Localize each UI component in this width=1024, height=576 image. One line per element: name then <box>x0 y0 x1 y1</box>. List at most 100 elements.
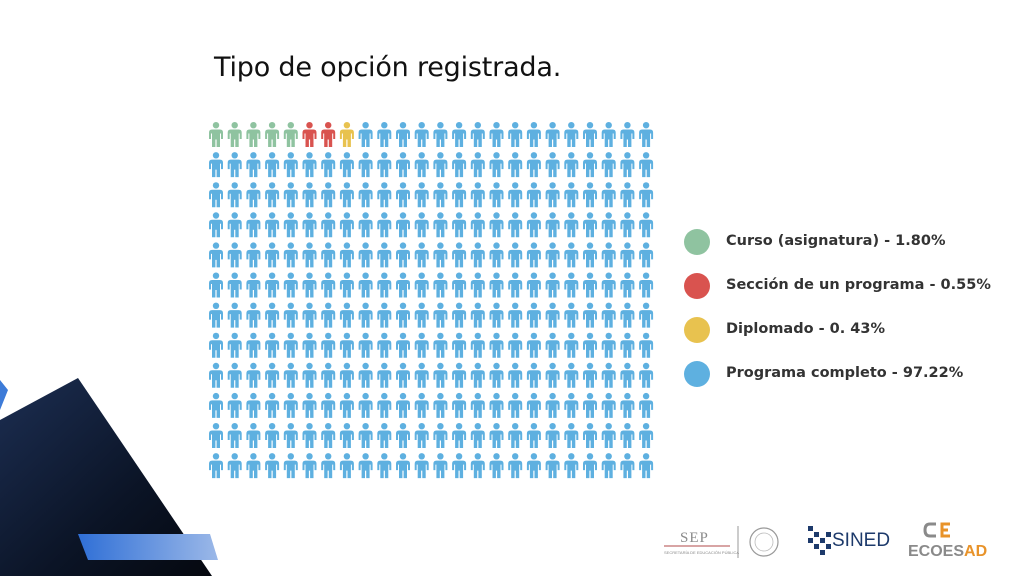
person-icon <box>452 242 467 268</box>
person-icon <box>321 302 336 328</box>
person-icon <box>433 453 448 479</box>
legend-label-seccion: Sección de un programa - 0.55% <box>726 277 991 293</box>
person-icon <box>321 332 336 358</box>
person-icon <box>209 272 223 298</box>
deco-blue-stripe <box>78 534 218 560</box>
person-icon <box>526 392 541 418</box>
person-icon <box>377 272 392 298</box>
person-icon <box>396 332 410 358</box>
person-icon <box>396 212 410 238</box>
person-icon <box>489 392 504 418</box>
person-icon <box>470 302 485 328</box>
person-icon <box>396 152 410 178</box>
person-icon <box>227 423 242 448</box>
person-icon <box>265 122 280 147</box>
person-icon <box>601 272 616 298</box>
person-icon <box>377 332 392 358</box>
person-icon <box>639 332 654 358</box>
person-icon <box>470 182 485 208</box>
person-icon <box>639 423 654 448</box>
person-icon <box>545 392 560 418</box>
person-icon <box>545 302 560 328</box>
person-icon <box>283 423 298 448</box>
person-icon <box>470 152 485 178</box>
person-icon <box>302 272 317 298</box>
person-icon <box>452 302 467 328</box>
person-icon <box>227 453 242 479</box>
person-icon <box>265 212 280 238</box>
person-icon <box>209 392 223 418</box>
person-icon <box>583 362 597 388</box>
person-icon <box>526 453 541 479</box>
person-icon <box>639 152 654 178</box>
person-icon <box>470 122 485 147</box>
person-icon <box>209 242 223 268</box>
person-icon <box>601 152 616 178</box>
person-icon <box>545 212 560 238</box>
person-icon <box>302 152 317 178</box>
person-icon <box>414 453 429 479</box>
person-icon <box>433 122 448 147</box>
person-icon <box>246 392 261 418</box>
person-icon <box>583 242 597 268</box>
person-icon <box>620 302 635 328</box>
person-icon <box>452 122 467 147</box>
person-icon <box>246 423 261 448</box>
person-icon <box>209 362 223 388</box>
person-icon <box>433 332 448 358</box>
person-icon <box>302 453 317 479</box>
person-icon <box>246 212 261 238</box>
person-icon <box>283 362 298 388</box>
person-icon <box>433 272 448 298</box>
legend-label-programa: Programa completo - 97.22% <box>726 365 964 381</box>
person-icon <box>396 272 410 298</box>
person-icon <box>339 182 354 208</box>
person-icon <box>508 423 523 448</box>
person-icon <box>358 212 373 238</box>
person-icon <box>452 152 467 178</box>
person-icon <box>545 182 560 208</box>
person-icon <box>583 332 597 358</box>
person-icon <box>620 423 635 448</box>
person-icon <box>246 453 261 479</box>
person-icon <box>489 332 504 358</box>
sined-logo: SINED <box>808 526 890 555</box>
person-icon <box>564 392 579 418</box>
person-icon <box>601 453 616 479</box>
person-icon <box>339 122 354 147</box>
person-icon <box>302 182 317 208</box>
person-icon <box>227 152 242 178</box>
person-icon <box>414 272 429 298</box>
person-icon <box>377 152 392 178</box>
person-icon <box>414 332 429 358</box>
person-icon <box>339 423 354 448</box>
person-icon <box>470 212 485 238</box>
person-icon <box>545 423 560 448</box>
person-icon <box>601 182 616 208</box>
person-icon <box>639 212 654 238</box>
ecoesad-text-part2: AD <box>964 543 987 560</box>
person-icon <box>433 362 448 388</box>
person-icon <box>526 332 541 358</box>
person-icon <box>358 332 373 358</box>
person-icon <box>583 272 597 298</box>
person-icon <box>227 392 242 418</box>
person-icon <box>321 152 336 178</box>
person-icon <box>583 152 597 178</box>
person-icon <box>396 453 410 479</box>
person-icon <box>508 392 523 418</box>
person-icon <box>246 362 261 388</box>
person-icon <box>433 392 448 418</box>
person-icon <box>583 423 597 448</box>
person-icon <box>227 332 242 358</box>
person-icon <box>358 122 373 147</box>
person-icon <box>564 182 579 208</box>
person-icon <box>246 242 261 268</box>
person-icon <box>639 453 654 479</box>
person-icon <box>265 392 280 418</box>
person-icon <box>414 122 429 147</box>
person-icon <box>433 212 448 238</box>
person-icon <box>564 423 579 448</box>
person-icon <box>620 182 635 208</box>
person-icon <box>265 272 280 298</box>
